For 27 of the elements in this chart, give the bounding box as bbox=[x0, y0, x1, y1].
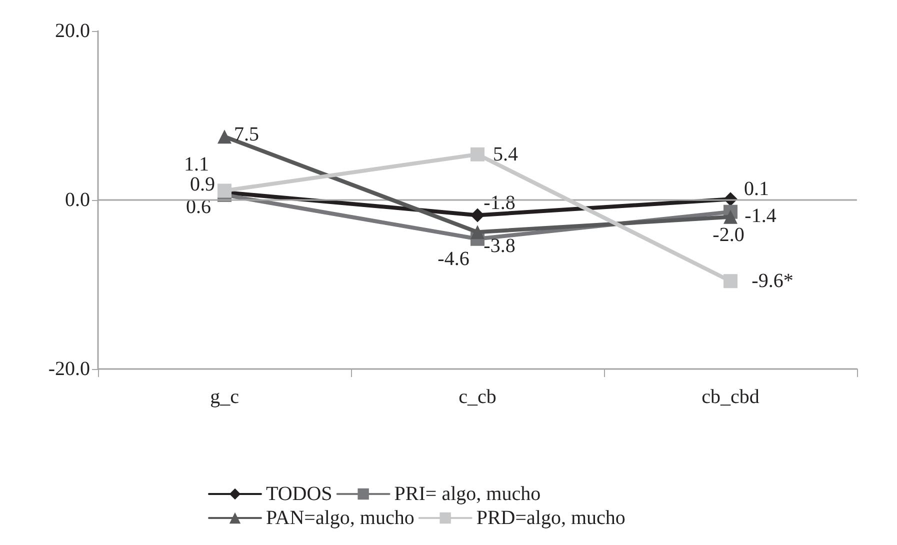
data-label: 5.4 bbox=[493, 143, 518, 166]
data-label: -1.4 bbox=[744, 204, 776, 227]
legend-label: PRI= algo, mucho bbox=[394, 483, 541, 505]
legend-label: TODOS bbox=[266, 483, 332, 505]
point bbox=[724, 274, 738, 288]
data-label: -3.8 bbox=[484, 235, 516, 258]
y-tick-label: 0.0 bbox=[65, 189, 90, 211]
data-label: 7.5 bbox=[234, 124, 259, 146]
x-tick-label: cb_cbd bbox=[702, 386, 760, 408]
y-tick-label: 20.0 bbox=[55, 20, 90, 42]
data-label: 1.1 bbox=[184, 154, 209, 176]
point bbox=[470, 208, 484, 222]
x-tick-label: c_cb bbox=[458, 386, 496, 408]
x-tick-label: g_c bbox=[210, 386, 240, 408]
point bbox=[470, 147, 484, 162]
data-label: -2.0 bbox=[712, 224, 744, 246]
y-tick-label: -20.0 bbox=[48, 358, 90, 380]
data-label: -9.6* bbox=[752, 270, 794, 292]
data-label: 0.1 bbox=[744, 178, 769, 200]
legend-label: PAN=algo, mucho bbox=[266, 507, 414, 529]
point bbox=[218, 130, 232, 144]
legend-label: PRD=algo, mucho bbox=[476, 507, 626, 529]
point bbox=[470, 225, 484, 240]
point bbox=[724, 210, 738, 224]
data-label: 0.6 bbox=[186, 196, 211, 218]
data-label: 0.9 bbox=[190, 173, 215, 196]
data-label: -4.6 bbox=[438, 248, 470, 270]
